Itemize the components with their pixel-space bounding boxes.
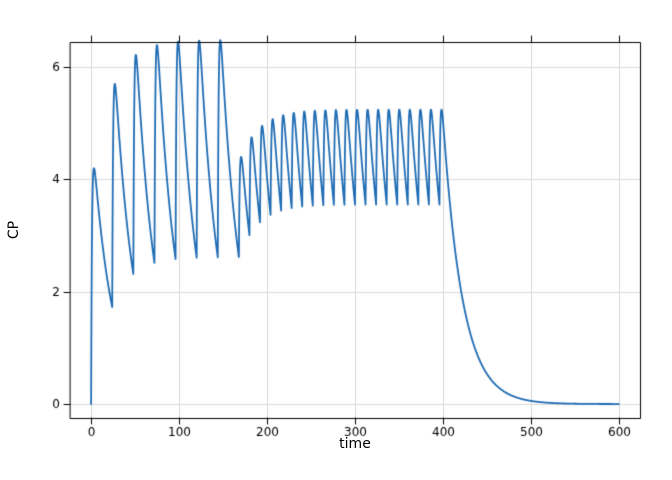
x-axis-label: time — [339, 436, 371, 452]
y-axis-label: CP — [6, 220, 22, 240]
